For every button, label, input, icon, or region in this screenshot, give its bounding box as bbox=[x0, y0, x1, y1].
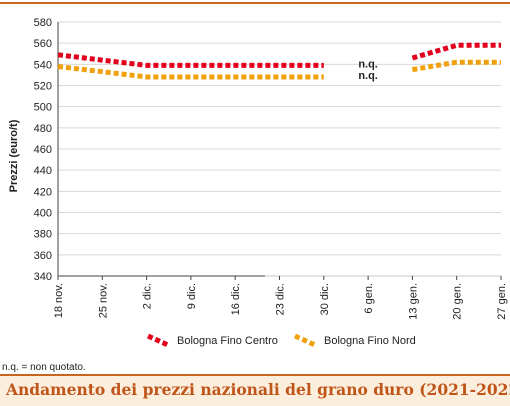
y-tick-label: 340 bbox=[34, 271, 52, 283]
y-tick-label: 460 bbox=[34, 144, 52, 156]
nq-annotation: n.q. bbox=[358, 70, 378, 82]
y-axis-label: Prezzi (euro/t) bbox=[8, 119, 20, 192]
y-tick-label: 380 bbox=[34, 229, 52, 241]
x-tick-label: 25 nov. bbox=[97, 283, 109, 318]
x-tick-label: 13 gen. bbox=[407, 283, 419, 320]
nq-annotation: n.q. bbox=[358, 58, 378, 70]
x-tick-label: 20 gen. bbox=[452, 283, 464, 320]
x-tick-label: 18 nov. bbox=[53, 283, 65, 318]
legend-label: Bologna Fino Nord bbox=[324, 335, 416, 347]
x-tick-labels: 18 nov. 25 nov. 2 dic. 9 dic. 16 dic. 23 dic.… bbox=[53, 283, 508, 320]
series-line-1 bbox=[57, 52, 324, 68]
price-chart: 340360380400420440460480500520540560580 … bbox=[8, 17, 508, 348]
footnote: n.q. = non quotato. bbox=[2, 362, 86, 373]
y-tick-label: 440 bbox=[34, 165, 52, 177]
x-tick-label: 9 dic. bbox=[186, 283, 198, 309]
chart-title: Andamento dei prezzi nazionali del grano… bbox=[6, 380, 510, 399]
legend-label: Bologna Fino Centro bbox=[177, 335, 278, 347]
y-tick-label: 360 bbox=[34, 250, 52, 262]
grid-lines bbox=[58, 21, 501, 256]
x-tick-label: 30 dic. bbox=[319, 283, 331, 315]
x-tick-label: 27 gen. bbox=[496, 283, 508, 320]
y-tick-label: 520 bbox=[34, 81, 52, 93]
y-tick-label: 560 bbox=[34, 38, 52, 50]
top-rule bbox=[0, 2, 510, 4]
y-tick-label: 540 bbox=[34, 59, 52, 71]
y-tick-label: 580 bbox=[34, 17, 52, 29]
legend: Bologna Fino Centro Bologna Fino Nord bbox=[146, 333, 416, 348]
y-tick-labels: 340 360 380 400 420 440 460 480 500 520 540 560 580 bbox=[34, 17, 52, 283]
legend-swatch bbox=[293, 333, 317, 348]
axes bbox=[57, 22, 502, 280]
legend-swatch bbox=[146, 333, 170, 348]
series-line-2 bbox=[57, 64, 324, 80]
x-tick-label: 23 dic. bbox=[275, 283, 287, 315]
annotations: n.q.n.q. bbox=[358, 58, 378, 82]
y-tick-label: 420 bbox=[34, 186, 52, 198]
x-tick-label: 16 dic. bbox=[230, 283, 242, 315]
y-tick-label: 480 bbox=[34, 123, 52, 135]
x-tick-label: 6 gen. bbox=[363, 283, 375, 314]
title-bar: Andamento dei prezzi nazionali del grano… bbox=[0, 374, 510, 406]
series-line-2 bbox=[411, 59, 501, 73]
y-tick-label: 500 bbox=[34, 102, 52, 114]
y-tick-label: 400 bbox=[34, 208, 52, 220]
x-tick-label: 2 dic. bbox=[142, 283, 154, 309]
series-lines bbox=[57, 42, 502, 80]
series-line-1 bbox=[411, 42, 501, 61]
